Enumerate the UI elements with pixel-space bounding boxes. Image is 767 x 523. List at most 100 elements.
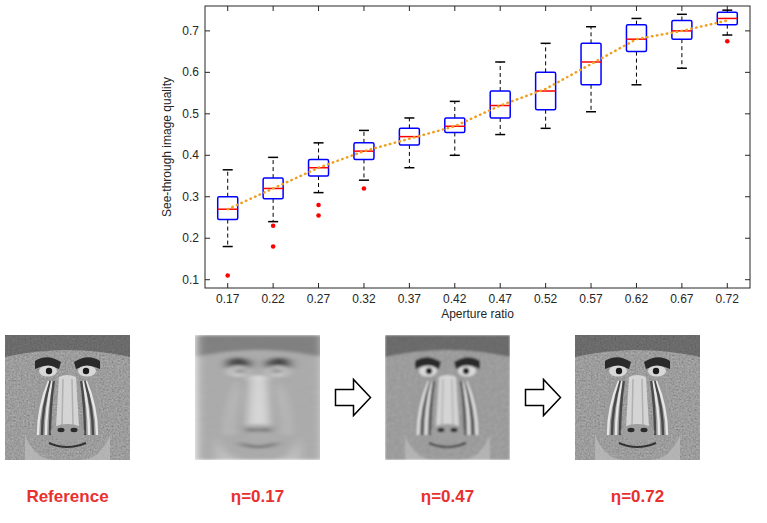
lower-whisker [363,159,364,180]
outlier [316,203,321,208]
min-cap [722,34,732,36]
outlier [725,39,730,44]
plot-background [205,6,750,288]
y-tick-label: 0.3 [182,190,199,204]
x-tick [409,283,410,288]
x-tick [500,283,501,288]
lower-whisker [273,199,274,222]
plot-marks [218,10,738,278]
panel-label: η=0.72 [611,487,664,506]
upper-whisker [227,170,228,197]
lower-whisker [454,132,455,155]
min-cap [495,134,505,136]
median [354,150,374,152]
upper-whisker [636,18,637,24]
x-tick-label: 0.62 [625,292,649,306]
image-panel [195,335,326,460]
max-cap [450,101,460,103]
panel-label: Reference [26,487,108,506]
y-tick-label: 0.1 [182,273,199,287]
x-tick [454,6,455,11]
y-tick [745,279,750,280]
lower-whisker [545,110,546,129]
upper-whisker [454,101,455,118]
max-cap [268,157,278,159]
lower-whisker [500,118,501,135]
box [490,91,510,118]
x-tick [500,6,501,11]
x-tick-label: 0.52 [534,292,558,306]
image [575,335,700,460]
max-cap [677,14,687,16]
box [354,143,374,160]
panel-label: η=0.17 [231,487,284,506]
x-tick [363,283,364,288]
y-tick-label: 0.4 [182,148,199,162]
lower-whisker [636,52,637,85]
y-tick [205,238,210,239]
max-cap [495,61,505,63]
outlier [362,186,367,191]
upper-whisker [273,157,274,178]
min-cap [268,221,278,223]
image-panel [385,335,510,460]
min-cap [359,179,369,181]
x-tick [727,283,728,288]
figure: 0.10.20.30.40.50.60.70.170.220.270.320.3… [0,0,767,523]
min-cap [314,192,324,194]
lower-whisker [727,25,728,35]
x-tick-label: 0.72 [716,292,740,306]
x-tick [227,6,228,11]
lower-whisker [318,176,319,193]
max-cap [404,117,414,119]
median [490,105,510,107]
x-tick [454,283,455,288]
y-tick [205,279,210,280]
min-cap [223,246,233,248]
max-cap [314,142,324,144]
box [399,128,419,145]
y-tick [745,72,750,73]
image-content [5,335,130,460]
x-tick [636,283,637,288]
image-panel [575,335,700,460]
outlier [316,213,321,218]
y-tick [205,155,210,156]
image [385,335,510,460]
x-tick-label: 0.22 [261,292,285,306]
x-tick [318,283,319,288]
min-cap [631,84,641,86]
upper-whisker [591,27,592,44]
arrow [336,380,371,416]
y-tick [745,238,750,239]
x-tick-label: 0.17 [216,292,240,306]
x-tick-label: 0.37 [398,292,422,306]
lower-whisker [227,220,228,247]
y-tick-label: 0.2 [182,231,199,245]
y-tick [205,72,210,73]
y-tick-label: 0.6 [182,65,199,79]
lower-whisker [591,85,592,112]
min-cap [450,155,460,157]
x-tick [227,283,228,288]
outlier [271,244,276,249]
box [445,118,465,133]
y-tick [745,113,750,114]
upper-whisker [500,62,501,91]
y-tick [205,113,210,114]
min-cap [586,111,596,113]
y-tick [745,30,750,31]
x-tick-label: 0.67 [670,292,694,306]
median [717,18,737,20]
y-tick-label: 0.7 [182,24,199,38]
x-tick [273,283,274,288]
upper-whisker [318,143,319,160]
min-cap [541,128,551,130]
max-cap [722,9,732,11]
x-tick [273,6,274,11]
upper-whisker [363,130,364,142]
max-cap [223,169,233,171]
max-cap [586,26,596,28]
min-cap [677,67,687,69]
image-content [575,335,700,460]
